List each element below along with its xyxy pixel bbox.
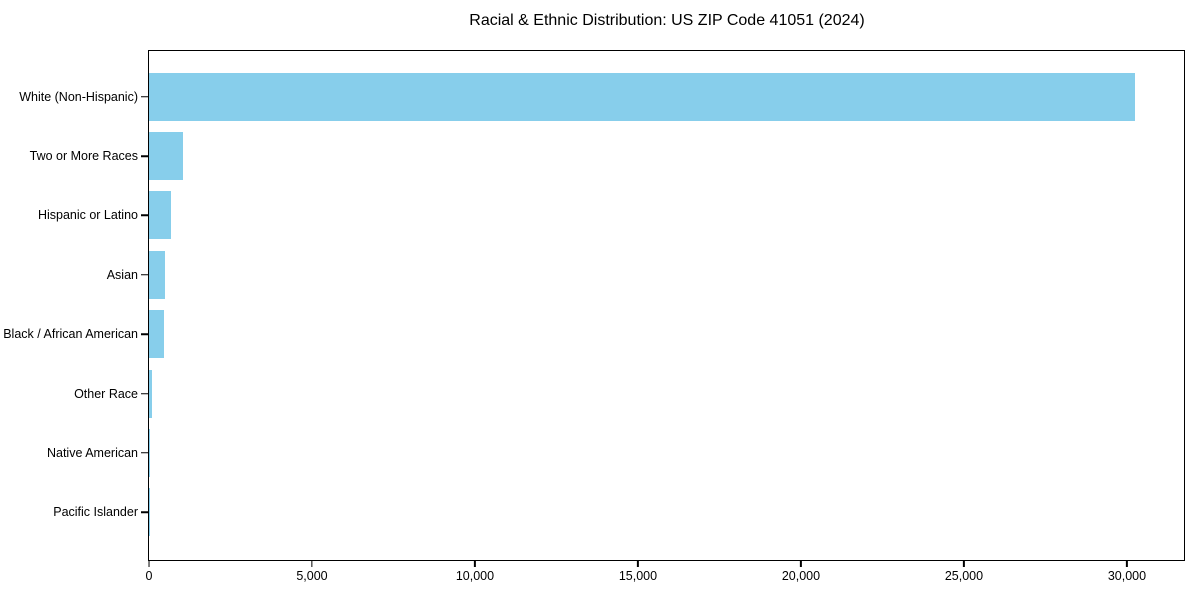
- x-tick: 10,000: [456, 561, 494, 583]
- y-tick-label: White (Non-Hispanic): [19, 89, 138, 104]
- x-tick-label: 10,000: [455, 569, 495, 583]
- chart-title: Racial & Ethnic Distribution: US ZIP Cod…: [469, 12, 865, 29]
- bar: [149, 428, 150, 477]
- x-tick: 15,000: [619, 561, 657, 583]
- x-tick-mark: [800, 561, 802, 567]
- x-tick-mark: [1126, 561, 1128, 567]
- x-tick: 30,000: [1108, 561, 1146, 583]
- plot-area: White (Non-Hispanic) Two or More Races His…: [3, 50, 1185, 583]
- x-tick-label: 0: [145, 569, 153, 583]
- y-tick-mark: [140, 95, 148, 98]
- x-tick-mark: [148, 561, 150, 567]
- y-tick-label: Hispanic or Latino: [37, 208, 138, 223]
- y-tick-mark: [140, 214, 148, 217]
- x-tick: 5,000: [296, 561, 328, 583]
- y-tick-mark: [140, 155, 148, 157]
- x-tick: 0: [145, 561, 153, 583]
- y-tick-mark: [140, 392, 148, 395]
- x-tick-label: 20,000: [781, 569, 821, 583]
- y-tick-mark: [140, 333, 148, 335]
- y-tick-mark: [140, 511, 148, 514]
- y-tick-label: Native American: [46, 445, 138, 460]
- bar-rows: White (Non-Hispanic) Two or More Races His…: [3, 51, 1184, 560]
- bar: [149, 72, 1136, 121]
- y-tick-mark: [140, 274, 148, 276]
- x-tick-mark: [963, 561, 965, 567]
- x-axis: 0 5,000 10,000 15,000 20,000 25,000 30,000: [145, 561, 1184, 591]
- x-tick-label: 15,000: [618, 569, 658, 583]
- y-tick-label: Black / African American: [3, 327, 138, 342]
- bar-row: White (Non-Hispanic): [19, 67, 1184, 126]
- bar-row: Asian: [107, 245, 1184, 304]
- bar-row: Black / African American: [3, 305, 1184, 364]
- y-tick-label: Pacific Islander: [53, 505, 138, 520]
- x-tick-label: 30,000: [1107, 569, 1147, 583]
- y-tick-label: Two or More Races: [29, 149, 138, 164]
- y-tick-label: Asian: [106, 267, 138, 282]
- x-tick-mark: [637, 561, 639, 567]
- bar-row: Two or More Races: [30, 126, 1184, 185]
- bar: [149, 369, 152, 418]
- bar-row: Hispanic or Latino: [38, 186, 1184, 245]
- bar: [149, 250, 165, 299]
- x-tick-mark: [311, 561, 313, 567]
- y-tick-mark: [140, 452, 148, 454]
- bar-row: Native American: [47, 423, 1184, 482]
- bar: [149, 310, 164, 359]
- x-tick: 25,000: [945, 561, 983, 583]
- bar-row: Other Race: [74, 364, 1184, 423]
- x-tick-mark: [474, 561, 476, 567]
- x-tick-label: 25,000: [944, 569, 984, 583]
- bar-row: Pacific Islander: [53, 483, 1184, 542]
- y-tick-label: Other Race: [74, 386, 138, 401]
- x-tick: 20,000: [782, 561, 820, 583]
- x-tick-label: 5,000: [296, 569, 328, 583]
- bar: [149, 191, 172, 240]
- bar: [149, 132, 184, 181]
